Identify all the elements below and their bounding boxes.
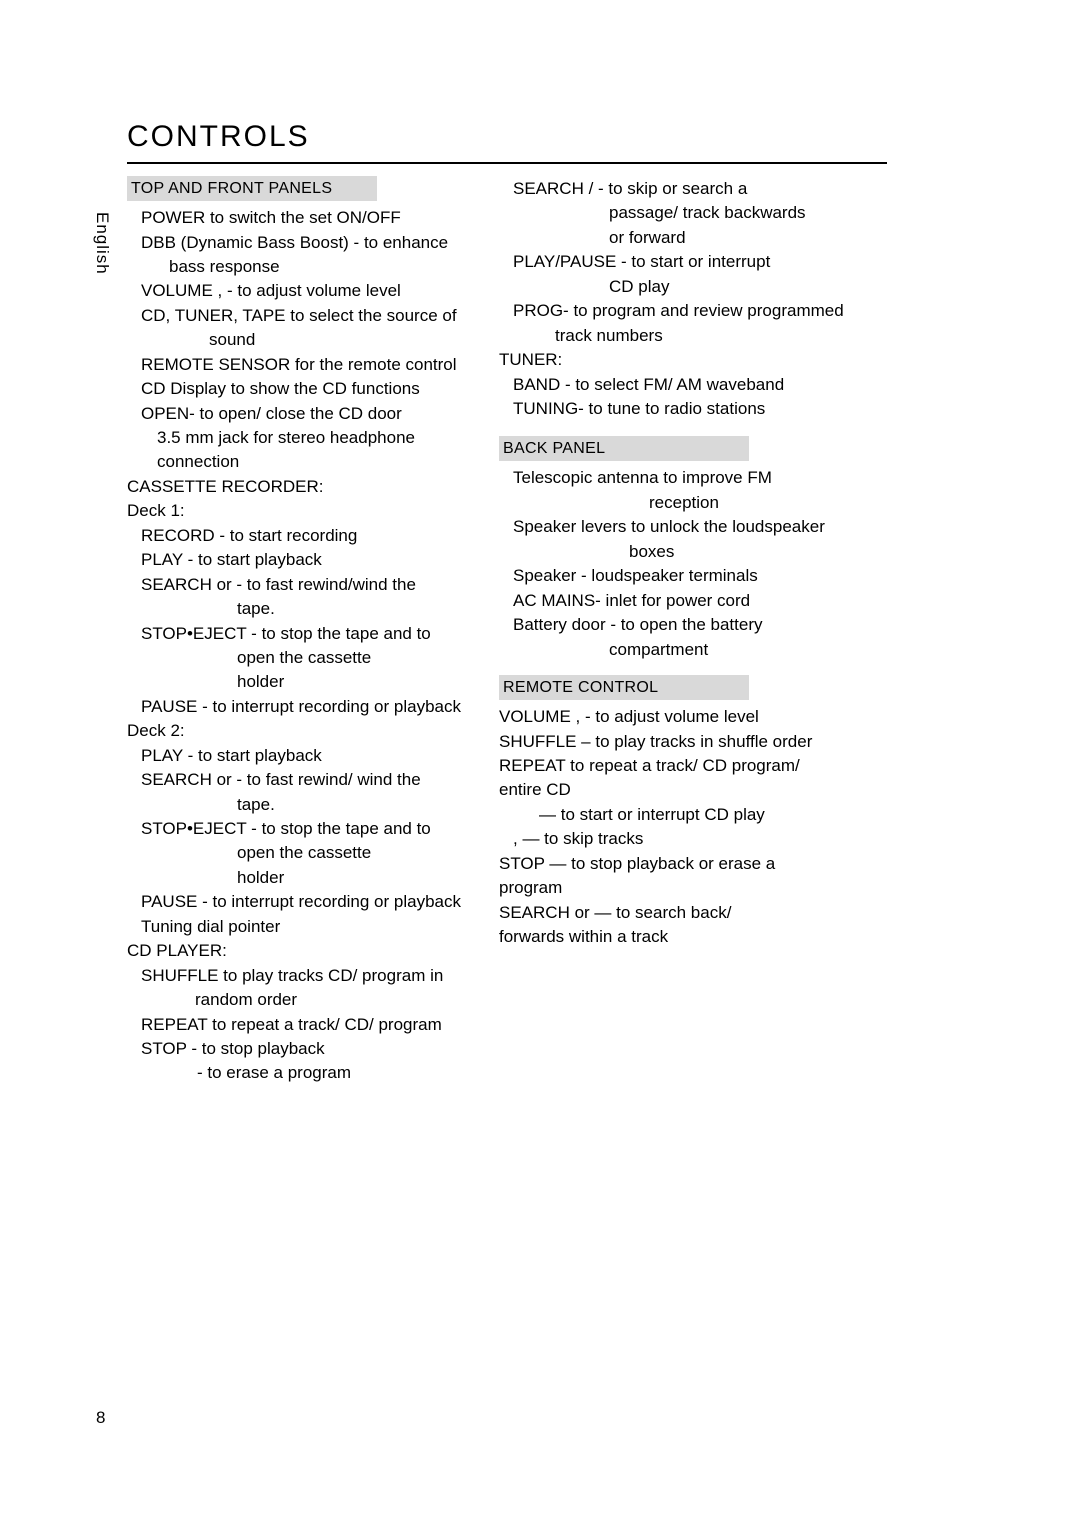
entry-power: POWER to switch the set ON/OFF xyxy=(141,207,499,229)
label-deck1: Deck 1: xyxy=(127,500,499,522)
section-back-panel: BACK PANEL xyxy=(499,436,749,461)
entry-play2: PLAY - to start playback xyxy=(141,745,499,767)
section-remote-control: REMOTE CONTROL xyxy=(499,675,749,700)
entry-search1-cont: tape. xyxy=(237,598,499,620)
entry-stopeject1-cont1: open the cassette xyxy=(237,647,499,669)
entry-searchskip-cont2: or forward xyxy=(609,227,887,249)
entry-record: RECORD - to start recording xyxy=(141,525,499,547)
label-deck2: Deck 2: xyxy=(127,720,499,742)
entry-shuffle-cont: random order xyxy=(195,989,499,1011)
entry-volume: VOLUME , - to adjust volume level xyxy=(141,280,499,302)
entry-stopeject1: STOP•EJECT - to stop the tape and to xyxy=(141,623,499,645)
entry-source-cont: sound xyxy=(209,329,499,351)
page-root: English CONTROLS TOP AND FRONT PANELS PO… xyxy=(0,0,1080,1528)
entry-rc-shuffle: SHUFFLE – to play tracks in shuffle orde… xyxy=(499,731,887,753)
entry-search2-cont: tape. xyxy=(237,794,499,816)
entry-rc-volume: VOLUME , - to adjust volume level xyxy=(499,706,887,728)
label-cassette-recorder: CASSETTE RECORDER: xyxy=(127,476,499,498)
entry-search2: SEARCH or - to fast rewind/ wind the xyxy=(141,769,499,791)
entry-rc-repeat: REPEAT to repeat a track/ CD program/ xyxy=(499,755,887,777)
entry-stopeject1-cont2: holder xyxy=(237,671,499,693)
entry-search1: SEARCH or - to fast rewind/wind the xyxy=(141,574,499,596)
entry-rc-stop: STOP — to stop playback or erase a xyxy=(499,853,887,875)
section-top-front-panels: TOP AND FRONT PANELS xyxy=(127,176,377,201)
title-rule xyxy=(127,162,887,164)
entry-stopeject2-cont1: open the cassette xyxy=(237,842,499,864)
entry-battery-door-cont: compartment xyxy=(609,639,887,661)
entry-searchskip-cont1: passage/ track backwards xyxy=(609,202,887,224)
entry-rc-search-cont: forwards within a track xyxy=(499,926,887,948)
label-cd-player: CD PLAYER: xyxy=(127,940,499,962)
label-tuner: TUNER: xyxy=(499,349,887,371)
right-column: SEARCH / - to skip or search a passage/ … xyxy=(499,174,887,1087)
entry-prog: PROG- to program and review programmed xyxy=(513,300,887,322)
entry-tuning-dial: Tuning dial pointer xyxy=(141,916,499,938)
entry-antenna-cont: reception xyxy=(649,492,887,514)
entry-rc-play: — to start or interrupt CD play xyxy=(539,804,887,826)
entry-stopeject2: STOP•EJECT - to stop the tape and to xyxy=(141,818,499,840)
entry-jack: 3.5 mm jack for stereo headphone xyxy=(157,427,499,449)
entry-shuffle: SHUFFLE to play tracks CD/ program in xyxy=(141,965,499,987)
entry-pause2: PAUSE - to interrupt recording or playba… xyxy=(141,891,499,913)
entry-repeat: REPEAT to repeat a track/ CD/ program xyxy=(141,1014,499,1036)
entry-prog-cont: track numbers xyxy=(555,325,887,347)
entry-antenna: Telescopic antenna to improve FM xyxy=(513,467,887,489)
content-frame: CONTROLS TOP AND FRONT PANELS POWER to s… xyxy=(75,120,1005,1087)
entry-dbb-cont: bass response xyxy=(169,256,499,278)
entry-rc-skip: , — to skip tracks xyxy=(513,828,887,850)
entry-jack-cont: connection xyxy=(157,451,499,473)
page-number: 8 xyxy=(96,1408,105,1428)
entry-ac-mains: AC MAINS- inlet for power cord xyxy=(513,590,887,612)
entry-speaker-levers: Speaker levers to unlock the loudspeaker xyxy=(513,516,887,538)
entry-speaker-terminals: Speaker - loudspeaker terminals xyxy=(513,565,887,587)
entry-play1: PLAY - to start playback xyxy=(141,549,499,571)
entry-stopeject2-cont2: holder xyxy=(237,867,499,889)
entry-open: OPEN- to open/ close the CD door xyxy=(141,403,499,425)
entry-battery-door: Battery door - to open the battery xyxy=(513,614,887,636)
entry-pause1: PAUSE - to interrupt recording or playba… xyxy=(141,696,499,718)
entry-playpause-cont: CD play xyxy=(609,276,887,298)
entry-tuning: TUNING- to tune to radio stations xyxy=(513,398,887,420)
entry-band: BAND - to select FM/ AM waveband xyxy=(513,374,887,396)
entry-cd-display: CD Display to show the CD functions xyxy=(141,378,499,400)
entry-dbb: DBB (Dynamic Bass Boost) - to enhance xyxy=(141,232,499,254)
entry-rc-search: SEARCH or — to search back/ xyxy=(499,902,887,924)
two-column-body: TOP AND FRONT PANELS POWER to switch the… xyxy=(127,174,1005,1087)
entry-erase: - to erase a program xyxy=(197,1062,499,1084)
entry-searchskip: SEARCH / - to skip or search a xyxy=(513,178,887,200)
entry-rc-repeat-cont: entire CD xyxy=(499,779,887,801)
left-column: TOP AND FRONT PANELS POWER to switch the… xyxy=(127,174,499,1087)
entry-stop-cd: STOP - to stop playback xyxy=(141,1038,499,1060)
entry-source: CD, TUNER, TAPE to select the source of xyxy=(141,305,499,327)
entry-playpause: PLAY/PAUSE - to start or interrupt xyxy=(513,251,887,273)
entry-speaker-levers-cont: boxes xyxy=(629,541,887,563)
entry-rc-stop-cont: program xyxy=(499,877,887,899)
page-title: CONTROLS xyxy=(127,120,1005,154)
entry-remote-sensor: REMOTE SENSOR for the remote control xyxy=(141,354,499,376)
